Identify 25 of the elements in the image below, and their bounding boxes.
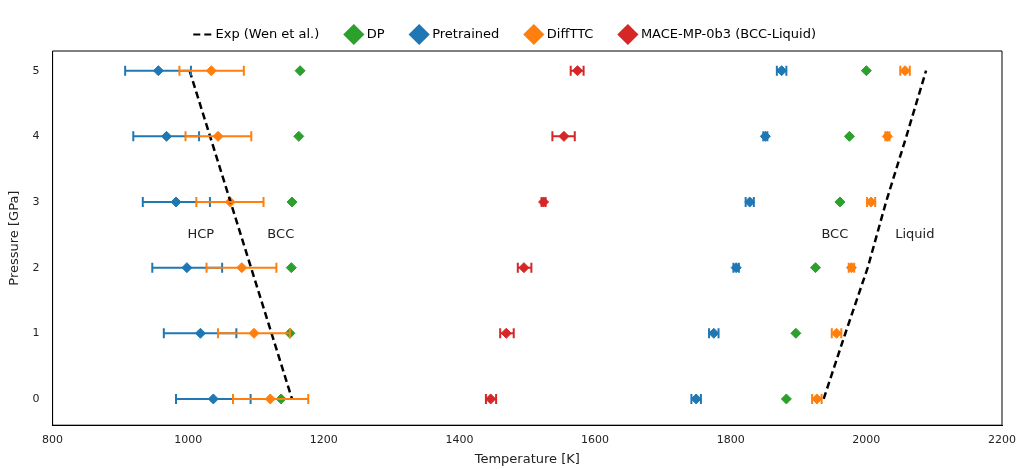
annotation: BCC xyxy=(267,226,295,242)
x-tick-label: 1200 xyxy=(309,432,338,446)
legend-label: DP xyxy=(366,25,385,41)
y-tick-label: 2 xyxy=(32,260,40,274)
annotation: Liquid xyxy=(895,226,935,242)
legend-label: Exp (Wen et al.) xyxy=(215,25,320,41)
x-tick-label: 2200 xyxy=(988,432,1016,446)
y-tick-label: 1 xyxy=(32,326,40,340)
legend-label: MACE-MP-0b3 (BCC-Liquid) xyxy=(640,25,817,41)
y-tick-label: 3 xyxy=(32,194,40,208)
y-tick-label: 5 xyxy=(32,63,40,77)
x-tick-label: 1600 xyxy=(581,432,610,446)
annotation: HCP xyxy=(187,226,215,242)
x-tick-label: 2000 xyxy=(852,432,881,446)
y-tick-label: 0 xyxy=(32,391,40,405)
x-tick-label: 800 xyxy=(42,432,64,446)
x-tick-label: 1400 xyxy=(445,432,474,446)
x-axis-title: Temperature [K] xyxy=(473,450,580,466)
x-tick-label: 1000 xyxy=(174,432,203,446)
legend-label: Pretrained xyxy=(432,25,500,41)
y-axis-title: Pressure [GPa] xyxy=(6,190,22,286)
y-tick-label: 4 xyxy=(32,129,40,143)
legend-label: DiffTTC xyxy=(546,25,594,41)
annotation: BCC xyxy=(821,226,849,242)
x-tick-label: 1800 xyxy=(716,432,745,446)
